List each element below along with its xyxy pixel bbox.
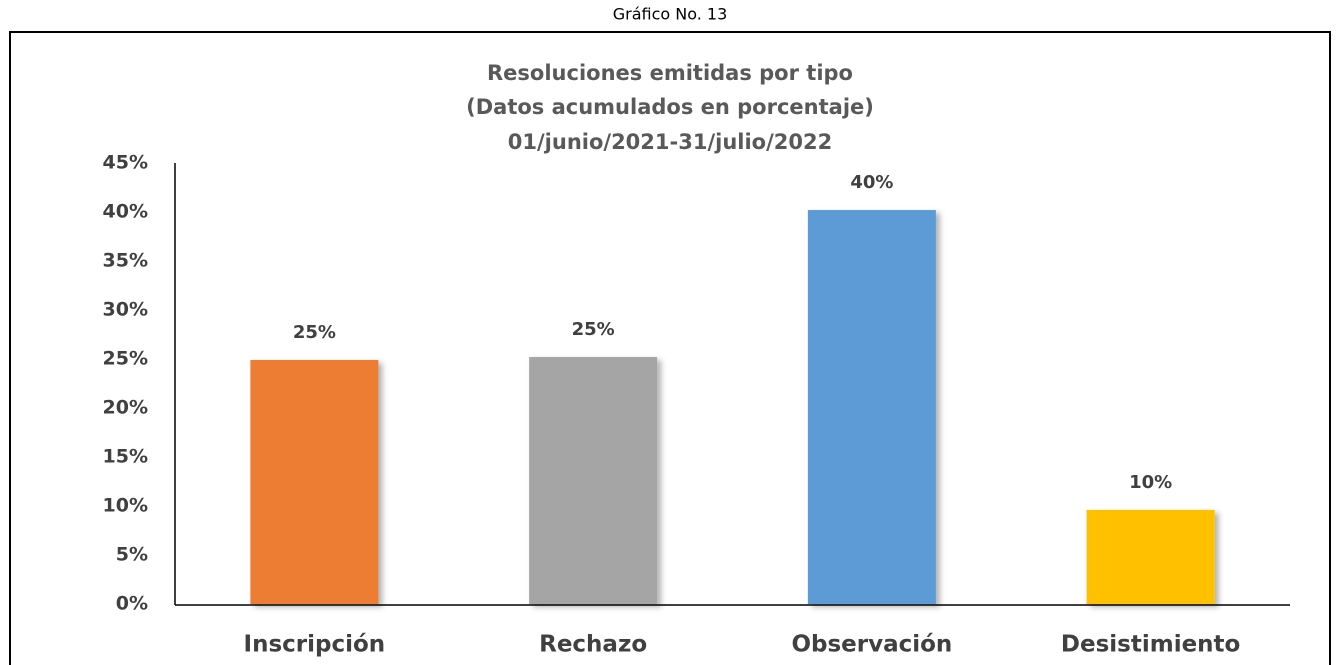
value-label: 25% (572, 319, 615, 340)
chart-title: 01/junio/2021-31/julio/2022 (508, 130, 832, 154)
value-label: 40% (850, 172, 893, 193)
y-tick-label: 10% (103, 495, 148, 517)
chart-title: (Datos acumulados en porcentaje) (466, 95, 874, 119)
y-tick-label: 35% (103, 250, 148, 272)
bar (1086, 509, 1215, 604)
x-tick-label: Rechazo (539, 632, 647, 658)
x-tick-label: Observación (791, 632, 952, 658)
y-tick-label: 15% (103, 446, 148, 468)
y-tick-label: 0% (116, 593, 148, 615)
x-tick-label: Inscripción (244, 632, 386, 658)
value-label: 25% (293, 322, 336, 343)
chart-frame (9, 31, 1331, 665)
bar (250, 359, 379, 604)
y-tick-label: 25% (103, 348, 148, 370)
bar (529, 357, 658, 604)
caption: Gráfico No. 13 (613, 5, 728, 24)
y-tick-label: 30% (103, 299, 148, 321)
bar (807, 210, 936, 605)
y-tick-label: 45% (103, 152, 148, 174)
y-tick-label: 40% (103, 201, 148, 223)
value-label: 10% (1129, 472, 1172, 493)
y-tick-label: 20% (103, 397, 148, 419)
y-tick-label: 5% (116, 544, 148, 566)
x-tick-label: Desistimiento (1061, 632, 1240, 658)
chart-title: Resoluciones emitidas por tipo (487, 61, 853, 85)
